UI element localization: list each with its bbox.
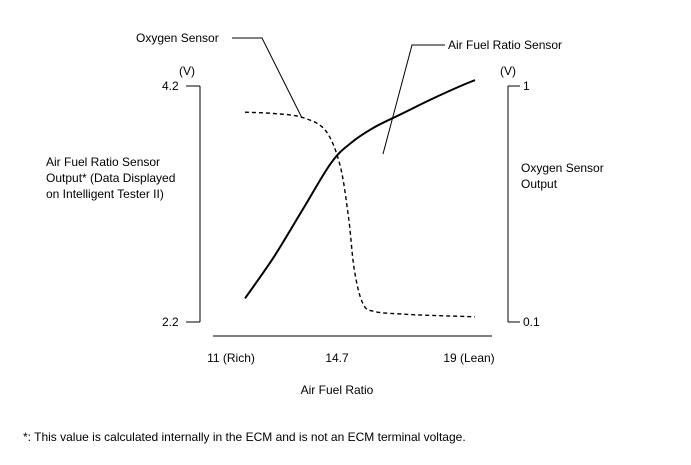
- left-unit-label: (V): [179, 64, 195, 78]
- right-unit-label: (V): [500, 64, 516, 78]
- right-tick-label-top: 1: [523, 79, 530, 93]
- air-fuel-ratio-sensor-annotation-leader: [382, 44, 445, 155]
- x-axis-title: Air Fuel Ratio: [301, 383, 374, 397]
- air-fuel-ratio-sensor-series-line: [244, 79, 476, 299]
- right-axis-title-line-2: Output: [521, 177, 558, 191]
- air-fuel-ratio-sensor-annotation-label: Air Fuel Ratio Sensor: [448, 38, 562, 52]
- oxygen-sensor-annotation-leader: [232, 37, 303, 119]
- right-axis-title-line-1: Oxygen Sensor: [521, 161, 604, 175]
- left-axis-title-line-3: on Intelligent Tester II): [46, 187, 164, 201]
- footnote: *: This value is calculated internally i…: [23, 430, 466, 444]
- left-axis-title-line-2: Output* (Data Displayed: [46, 171, 175, 185]
- oxygen-sensor-series-line: [244, 111, 476, 318]
- left-axis-title-line-1: Air Fuel Ratio Sensor: [46, 155, 160, 169]
- oxygen-sensor-annotation-label: Oxygen Sensor: [136, 31, 219, 45]
- x-tick-label-rich: 11 (Rich): [207, 351, 255, 365]
- x-tick-label-stoich: 14.7: [325, 351, 349, 365]
- x-tick-label-lean: 19 (Lean): [443, 351, 494, 365]
- right-tick-label-bottom: 0.1: [523, 315, 540, 329]
- left-tick-label-bottom: 2.2: [162, 315, 179, 329]
- left-tick-label-top: 4.2: [162, 79, 179, 93]
